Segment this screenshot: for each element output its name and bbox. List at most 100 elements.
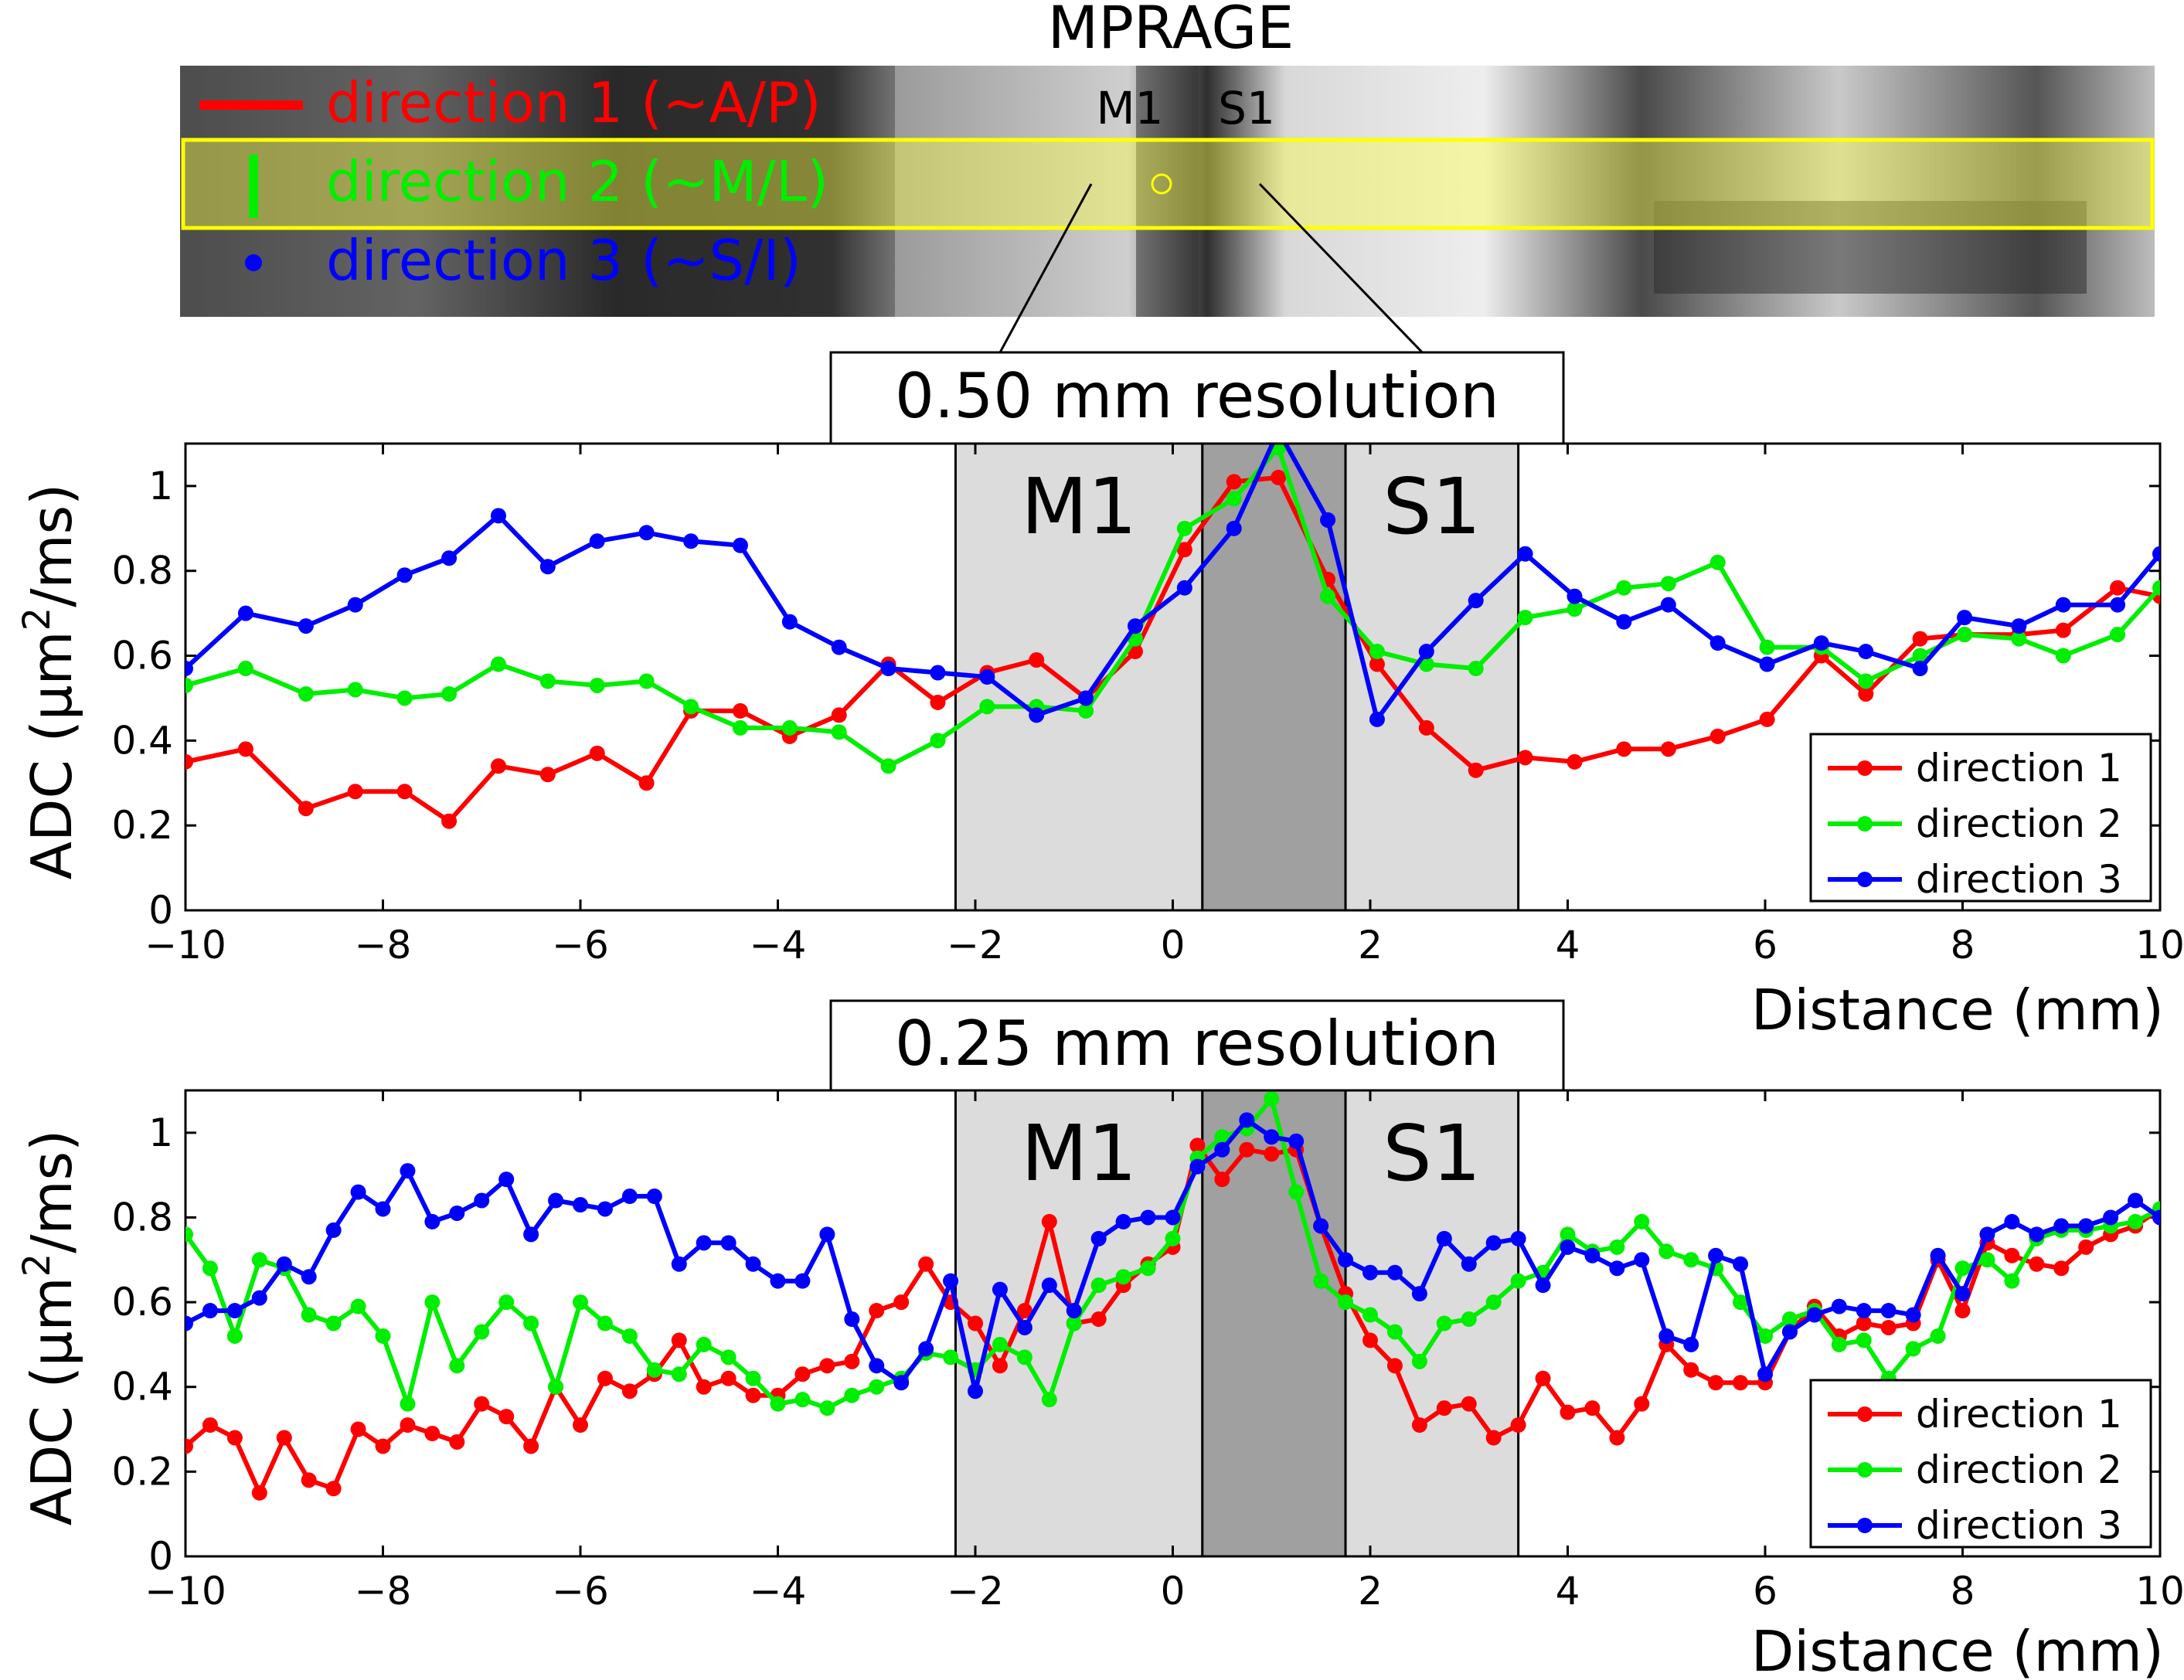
data-point (1813, 635, 1829, 651)
data-point (1016, 1319, 1032, 1335)
data-point (1090, 1311, 1107, 1328)
data-point (1189, 1158, 1206, 1175)
data-point (1806, 1307, 1822, 1323)
data-point (869, 1358, 885, 1374)
data-point (474, 1324, 490, 1340)
data-point (1660, 597, 1676, 613)
data-point (1066, 1315, 1082, 1331)
axes-layer: −10 −8 −6 −4 −2 0 2 4 6 8 10 0 0.2 0.4 0.6 0.8 1 (111, 1089, 2184, 1614)
data-point (1957, 610, 1973, 626)
mprage-label-s1: S1 (1218, 82, 1275, 134)
data-point (683, 533, 699, 549)
data-point (1510, 1273, 1526, 1289)
data-point (597, 1201, 613, 1217)
data-point (1733, 1375, 1749, 1391)
data-point (671, 1366, 687, 1382)
data-point (396, 567, 413, 583)
data-point (2110, 597, 2126, 613)
x-axis-label: Distance (mm) (1751, 978, 2164, 1042)
data-point (781, 614, 798, 630)
data-point (1757, 1328, 1773, 1344)
data-point (251, 1290, 267, 1306)
data-point (968, 1315, 983, 1331)
data-point (2055, 597, 2071, 613)
data-point (539, 767, 556, 783)
data-point (539, 559, 556, 575)
data-point (375, 1201, 391, 1217)
data-point (1468, 593, 1484, 609)
data-point (1214, 1141, 1230, 1158)
legend-label-direction-2: direction 2 (~M/L) (326, 149, 828, 214)
data-point (1041, 1392, 1057, 1408)
mprage-streak-2 (1654, 201, 2087, 294)
data-point (745, 1256, 761, 1272)
data-point (1369, 644, 1385, 660)
data-point (831, 707, 847, 723)
data-point (597, 1315, 613, 1331)
x-tick-label: −8 (355, 923, 412, 968)
data-point (1954, 1260, 1971, 1277)
data-point (1683, 1336, 1699, 1352)
data-point (745, 1370, 761, 1386)
data-point (1517, 546, 1533, 562)
data-point (1214, 1129, 1230, 1145)
x-tick-label: 2 (1358, 923, 1383, 968)
data-point (1411, 1286, 1427, 1302)
data-point (1858, 673, 1874, 689)
data-point (1176, 542, 1192, 558)
data-point (1461, 1311, 1477, 1328)
x-tick-label: 6 (1753, 1569, 1777, 1614)
data-point (498, 1294, 515, 1311)
data-point (1264, 1129, 1280, 1145)
data-point (1880, 1319, 1897, 1335)
data-point (2110, 627, 2126, 643)
data-point (1176, 520, 1192, 536)
y-tick-label: 0.2 (111, 803, 173, 848)
data-point (548, 1379, 564, 1395)
legend-label: direction 1 (1916, 746, 2122, 791)
data-point (1485, 1294, 1502, 1311)
data-point (1634, 1396, 1650, 1412)
data-point (226, 1303, 243, 1319)
data-point (979, 699, 995, 715)
data-point (1831, 1298, 1847, 1314)
data-point (1905, 1307, 1921, 1323)
data-point (1831, 1336, 1847, 1352)
data-point (1127, 618, 1143, 634)
region-label-layer: M1 S1 (1021, 1108, 1481, 1199)
data-point (298, 685, 314, 702)
data-point (1979, 1252, 1995, 1268)
data-point (732, 537, 748, 553)
y-tick-label: 0.4 (111, 1365, 173, 1410)
data-point (770, 1396, 786, 1412)
legend-label: direction 3 (1916, 1503, 2122, 1548)
data-point (2103, 1209, 2119, 1226)
data-point (185, 661, 193, 677)
data-point (1567, 753, 1583, 770)
data-point (1140, 1209, 1156, 1226)
data-point (2078, 1239, 2094, 1255)
data-point (573, 1417, 588, 1433)
data-point (226, 1328, 243, 1344)
data-point (2078, 1218, 2094, 1234)
legend: direction 1 direction 2 direction 3 (1809, 733, 2152, 903)
y-axis-label: ADC (µm2/ms) (15, 1130, 84, 1525)
y-tick-label: 1 (148, 464, 173, 508)
data-point (1041, 1213, 1057, 1229)
data-point (1362, 1264, 1378, 1280)
data-point (573, 1294, 588, 1311)
data-point (1708, 1375, 1724, 1391)
data-point (696, 1235, 712, 1251)
data-point (1616, 614, 1632, 630)
data-point (696, 1336, 712, 1352)
data-point (1090, 1277, 1107, 1294)
data-point (1313, 1218, 1329, 1234)
data-point (1535, 1370, 1551, 1386)
data-point (1609, 1239, 1625, 1255)
title-frame (829, 999, 1565, 1092)
data-point (1338, 1252, 1354, 1268)
title-box: 0.50 mm resolution (829, 351, 1565, 445)
data-point (893, 1294, 910, 1311)
data-point (1560, 1226, 1576, 1243)
